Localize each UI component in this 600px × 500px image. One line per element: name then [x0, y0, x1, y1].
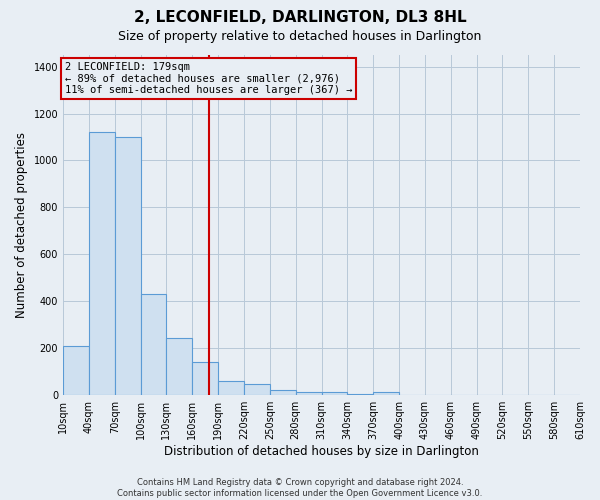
Bar — [218, 380, 244, 394]
Bar — [322, 392, 347, 394]
Bar — [244, 384, 270, 394]
Text: Contains HM Land Registry data © Crown copyright and database right 2024.
Contai: Contains HM Land Registry data © Crown c… — [118, 478, 482, 498]
Bar — [192, 362, 218, 394]
Y-axis label: Number of detached properties: Number of detached properties — [15, 132, 28, 318]
Bar — [270, 390, 296, 394]
Bar — [296, 392, 322, 394]
Text: 2 LECONFIELD: 179sqm
← 89% of detached houses are smaller (2,976)
11% of semi-de: 2 LECONFIELD: 179sqm ← 89% of detached h… — [65, 62, 352, 95]
Bar — [140, 294, 166, 394]
Bar — [373, 392, 399, 394]
Bar — [115, 137, 140, 394]
Bar — [166, 338, 192, 394]
Bar — [63, 346, 89, 395]
Bar — [89, 132, 115, 394]
Text: Size of property relative to detached houses in Darlington: Size of property relative to detached ho… — [118, 30, 482, 43]
Text: 2, LECONFIELD, DARLINGTON, DL3 8HL: 2, LECONFIELD, DARLINGTON, DL3 8HL — [134, 10, 466, 25]
X-axis label: Distribution of detached houses by size in Darlington: Distribution of detached houses by size … — [164, 444, 479, 458]
